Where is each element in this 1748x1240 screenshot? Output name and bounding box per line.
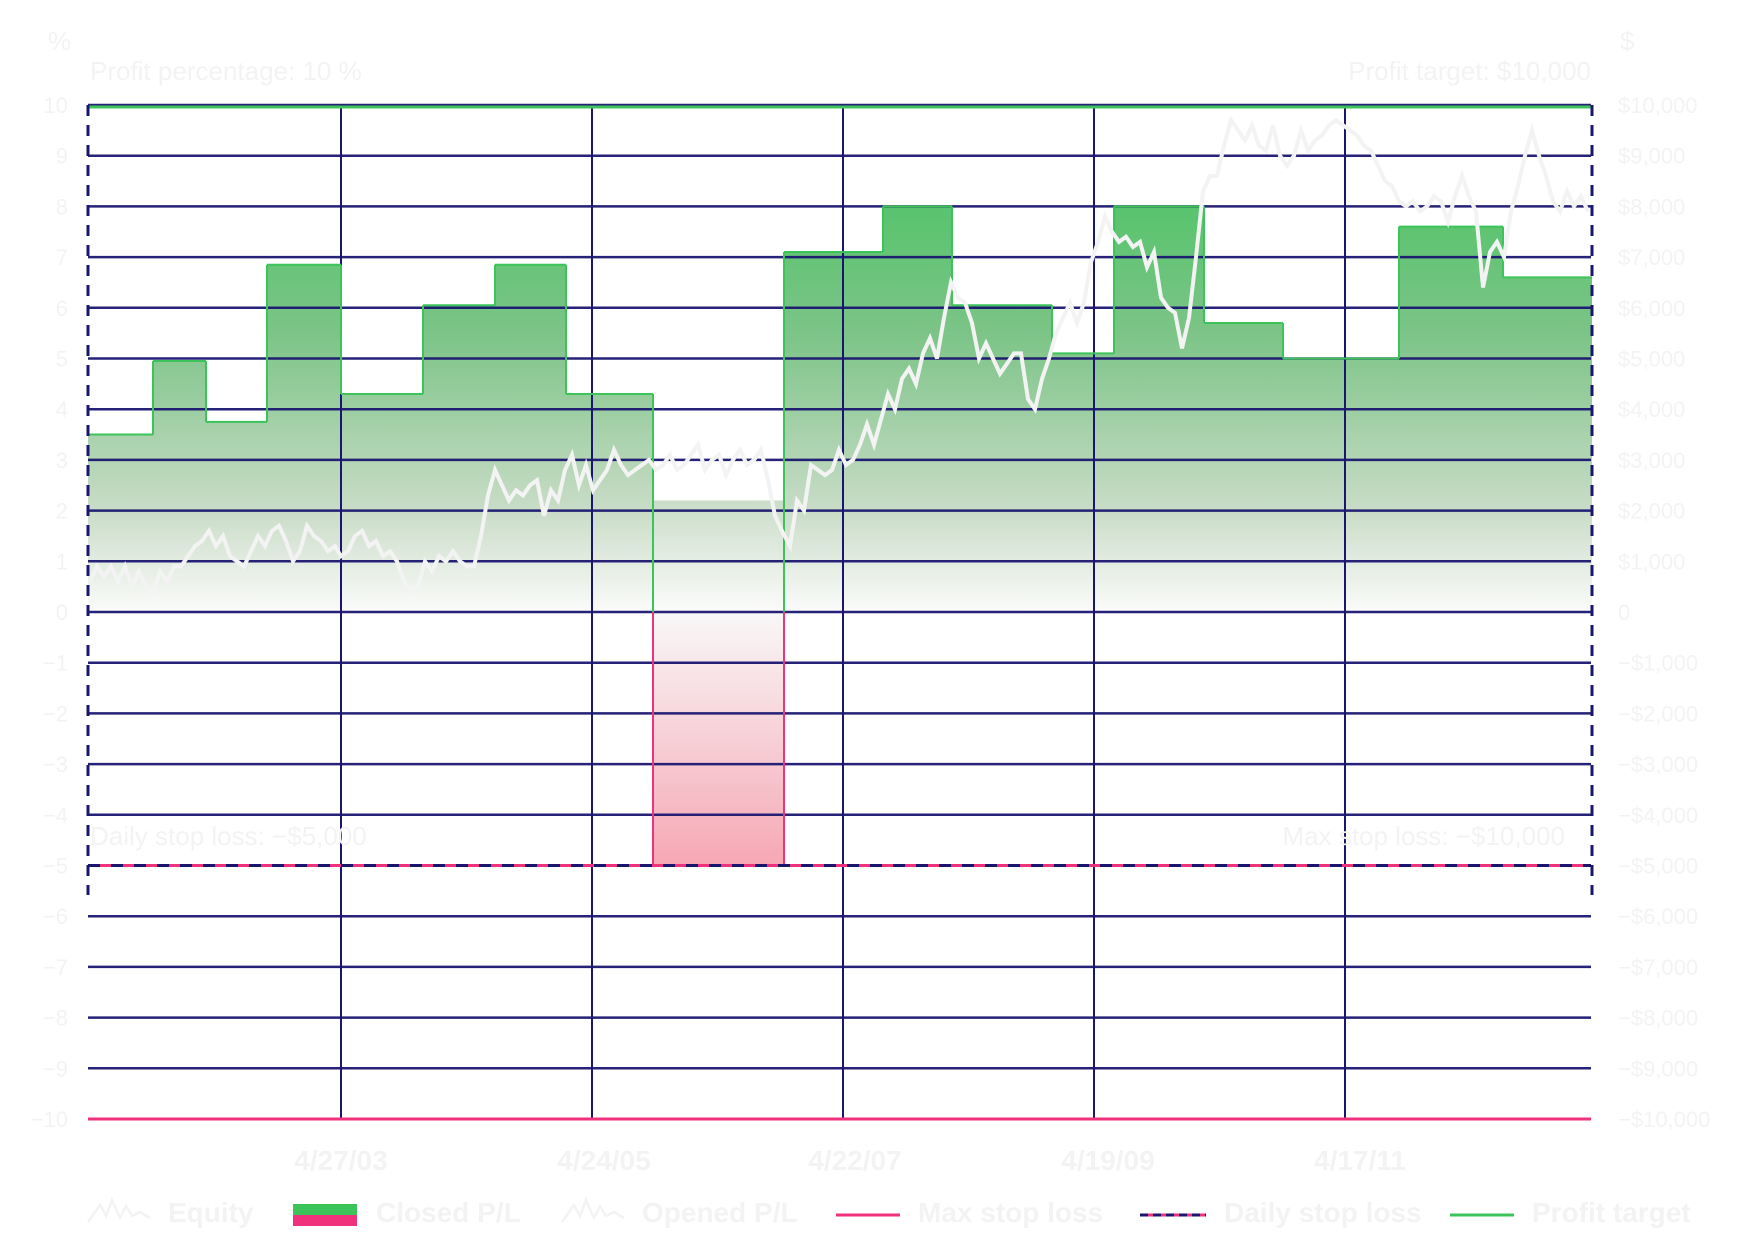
right-axis-tick: −$2,000 xyxy=(1618,701,1698,726)
left-axis-tick: −10 xyxy=(31,1107,68,1132)
closed-pl-bar-positive xyxy=(566,393,653,612)
closed-pl-bar-positive xyxy=(267,264,341,612)
right-axis-tick: $3,000 xyxy=(1618,448,1685,473)
right-axis-tick: −$4,000 xyxy=(1618,803,1698,828)
right-axis-tick: −$7,000 xyxy=(1618,955,1698,980)
left-axis-tick: −4 xyxy=(43,803,68,828)
right-axis-tick: $4,000 xyxy=(1618,397,1685,422)
left-axis-tick: −5 xyxy=(43,854,68,879)
right-axis-tick: $7,000 xyxy=(1618,245,1685,270)
x-tick-label: 4/22/07 xyxy=(808,1145,901,1176)
opened-pl-icon xyxy=(560,1196,625,1223)
legend-item-equity[interactable]: Equity xyxy=(86,1196,254,1228)
left-axis-tick: −8 xyxy=(43,1006,68,1031)
closed-pl-bar-positive xyxy=(1052,353,1114,612)
gradient-band xyxy=(653,500,784,612)
legend-label: Profit target xyxy=(1532,1197,1691,1228)
closed-pl-positive-swatch xyxy=(293,1204,357,1215)
legend-item-profit-target[interactable]: Profit target xyxy=(1450,1197,1691,1228)
legend-item-opened-pl[interactable]: Opened P/L xyxy=(560,1196,798,1228)
right-axis-tick: −$8,000 xyxy=(1618,1006,1698,1031)
right-axis-tick: $10,000 xyxy=(1618,93,1698,118)
left-axis-tick: −3 xyxy=(43,752,68,777)
right-axis-tick: $2,000 xyxy=(1618,499,1685,524)
right-axis-tick: $8,000 xyxy=(1618,194,1685,219)
equity-icon xyxy=(86,1196,151,1223)
left-axis-tick: 4 xyxy=(56,397,68,422)
right-axis-ticks: $10,000 $9,000 $8,000 $7,000 $6,000 $5,000 $4,… xyxy=(1618,93,1710,1132)
closed-pl-bar-positive xyxy=(1283,358,1399,612)
right-axis-tick: −$5,000 xyxy=(1618,854,1698,879)
closed-pl-bar-positive xyxy=(153,361,206,612)
legend: Equity Closed P/L Opened P/L Max stop lo… xyxy=(86,1196,1691,1228)
legend-label: Closed P/L xyxy=(376,1197,521,1228)
max-stop-loss-label: Max stop loss: −$10,000 xyxy=(1282,821,1565,851)
left-axis-unit: % xyxy=(48,26,71,56)
equity-line xyxy=(88,115,1590,595)
reference-lines xyxy=(86,105,1594,1121)
x-tick-label: 4/24/05 xyxy=(557,1145,650,1176)
left-axis-tick: −6 xyxy=(43,904,68,929)
left-axis-tick: −1 xyxy=(43,651,68,676)
closed-pl-negative-swatch xyxy=(293,1215,357,1226)
left-axis-tick: 3 xyxy=(56,448,68,473)
right-axis-tick: −$9,000 xyxy=(1618,1056,1698,1081)
profit-target-label: Profit target: $10,000 xyxy=(1348,56,1591,86)
closed-pl-bar-positive xyxy=(1503,277,1592,612)
legend-label: Opened P/L xyxy=(642,1197,798,1228)
closed-pl-bar-positive xyxy=(495,264,566,612)
left-axis-tick: 9 xyxy=(56,144,68,169)
right-axis-tick: $9,000 xyxy=(1618,144,1685,169)
legend-item-max-stop-loss[interactable]: Max stop loss xyxy=(836,1197,1103,1228)
right-axis-tick: −$1,000 xyxy=(1618,651,1698,676)
legend-label: Daily stop loss xyxy=(1224,1197,1422,1228)
x-tick-label: 4/17/11 xyxy=(1314,1145,1406,1176)
vertical-gridlines xyxy=(340,105,1346,1119)
left-axis-tick: 0 xyxy=(56,600,68,625)
right-axis-tick: 0 xyxy=(1618,600,1630,625)
x-tick-label: 4/27/03 xyxy=(294,1145,387,1176)
x-tick-label: 4/19/09 xyxy=(1061,1145,1154,1176)
closed-pl-bar-positive xyxy=(952,305,1052,612)
right-axis-tick: −$6,000 xyxy=(1618,904,1698,929)
legend-label: Equity xyxy=(168,1197,254,1228)
right-axis-tick: $6,000 xyxy=(1618,296,1685,321)
right-axis-tick: $5,000 xyxy=(1618,347,1685,372)
left-axis-tick: 7 xyxy=(56,245,68,270)
closed-pl-bar-positive xyxy=(1204,323,1283,612)
right-axis-tick: −$3,000 xyxy=(1618,752,1698,777)
closed-pl-outline xyxy=(88,205,1592,867)
closed-pl-bar-positive xyxy=(784,252,883,612)
horizontal-gridlines xyxy=(88,103,1591,1070)
left-axis-tick: −2 xyxy=(43,701,68,726)
legend-item-closed-pl[interactable]: Closed P/L xyxy=(293,1197,521,1228)
legend-item-daily-stop-loss[interactable]: Daily stop loss xyxy=(1140,1197,1422,1228)
closed-pl-bar-negative xyxy=(653,612,784,866)
left-axis-tick: 8 xyxy=(56,194,68,219)
closed-pl-bar-positive xyxy=(341,393,423,612)
left-axis-tick: 5 xyxy=(56,347,68,372)
left-axis-tick: 6 xyxy=(56,296,68,321)
left-axis-tick: −7 xyxy=(43,955,68,980)
profit-percentage-label: Profit percentage: 10 % xyxy=(90,56,362,86)
x-axis-dates: 4/27/03 4/24/05 4/22/07 4/19/09 4/17/11 xyxy=(294,1145,1406,1176)
daily-stop-loss-label: Daily stop loss: −$5,000 xyxy=(90,821,367,851)
right-axis-tick: −$10,000 xyxy=(1618,1107,1710,1132)
closed-pl-bar-positive xyxy=(1399,226,1503,612)
left-axis-tick: 2 xyxy=(56,499,68,524)
left-axis-tick: 10 xyxy=(44,93,68,118)
legend-label: Max stop loss xyxy=(918,1197,1103,1228)
closed-pl-bar-positive xyxy=(206,421,267,612)
right-axis-unit: $ xyxy=(1620,26,1635,56)
right-axis-tick: $1,000 xyxy=(1618,549,1685,574)
left-axis-tick: −9 xyxy=(43,1056,68,1081)
left-axis-tick: 1 xyxy=(56,549,68,574)
